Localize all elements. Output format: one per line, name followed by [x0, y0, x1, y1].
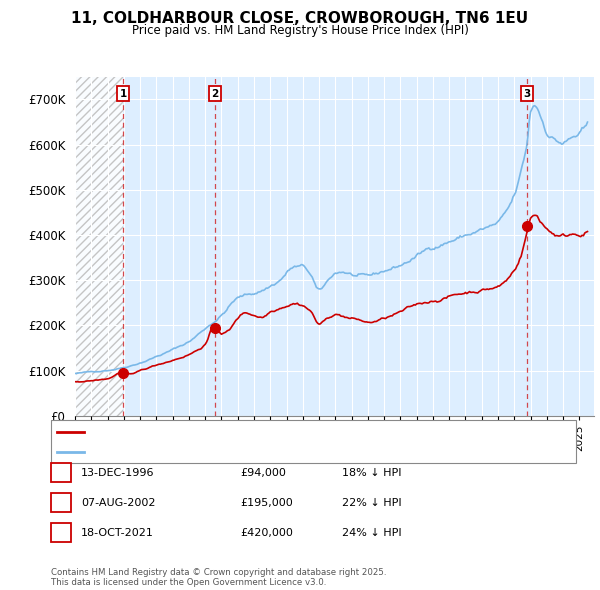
- Text: Price paid vs. HM Land Registry's House Price Index (HPI): Price paid vs. HM Land Registry's House …: [131, 24, 469, 37]
- Text: 07-AUG-2002: 07-AUG-2002: [81, 498, 155, 507]
- Text: 3: 3: [57, 528, 65, 537]
- Text: 13-DEC-1996: 13-DEC-1996: [81, 468, 155, 477]
- Text: 18% ↓ HPI: 18% ↓ HPI: [342, 468, 401, 477]
- Text: 3: 3: [524, 88, 531, 99]
- Text: 22% ↓ HPI: 22% ↓ HPI: [342, 498, 401, 507]
- Text: 11, COLDHARBOUR CLOSE, CROWBOROUGH, TN6 1EU: 11, COLDHARBOUR CLOSE, CROWBOROUGH, TN6 …: [71, 11, 529, 25]
- Text: 1: 1: [119, 88, 127, 99]
- Text: 18-OCT-2021: 18-OCT-2021: [81, 528, 154, 537]
- Text: 2: 2: [211, 88, 218, 99]
- Text: Contains HM Land Registry data © Crown copyright and database right 2025.
This d: Contains HM Land Registry data © Crown c…: [51, 568, 386, 587]
- Text: 1: 1: [57, 468, 65, 477]
- Text: £94,000: £94,000: [240, 468, 286, 477]
- Text: 24% ↓ HPI: 24% ↓ HPI: [342, 528, 401, 537]
- Text: 2: 2: [57, 498, 65, 507]
- Text: £420,000: £420,000: [240, 528, 293, 537]
- Text: £195,000: £195,000: [240, 498, 293, 507]
- Text: HPI: Average price, detached house, Wealden: HPI: Average price, detached house, Weal…: [88, 447, 326, 457]
- Text: 11, COLDHARBOUR CLOSE, CROWBOROUGH, TN6 1EU (detached house): 11, COLDHARBOUR CLOSE, CROWBOROUGH, TN6 …: [88, 427, 466, 437]
- Bar: [75, 77, 123, 416]
